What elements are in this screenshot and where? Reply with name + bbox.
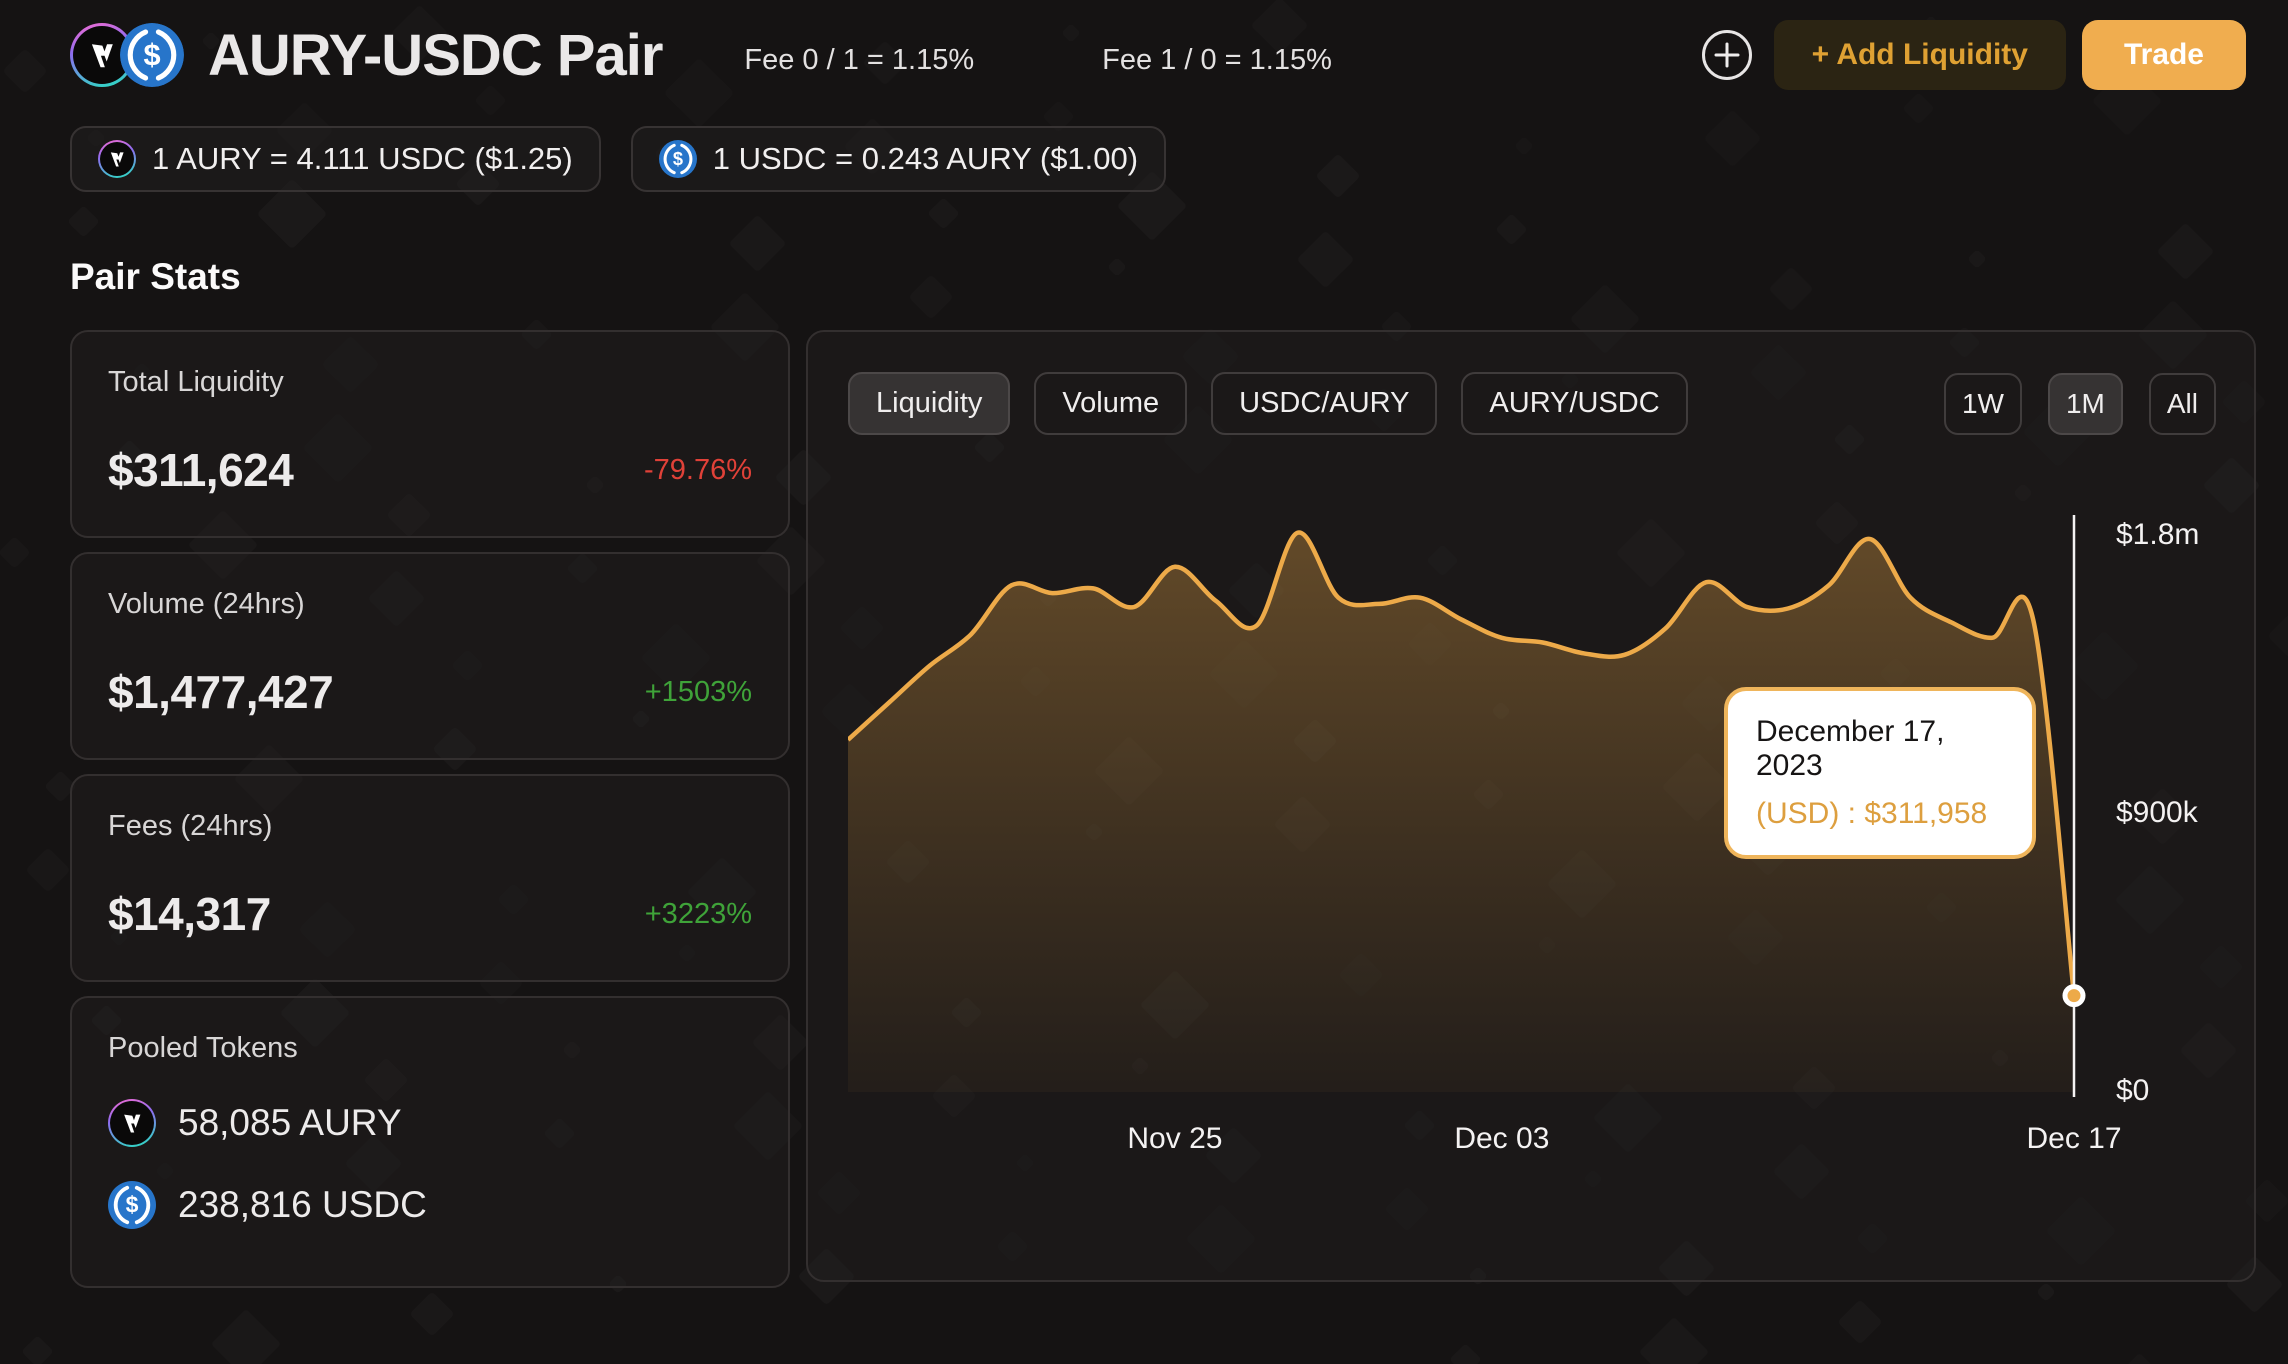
stat-label: Pooled Tokens: [108, 1032, 298, 1064]
chart-tabs: Liquidity Volume USDC/AURY AURY/USDC: [848, 372, 1688, 435]
rate-pill-usdc-aury[interactable]: $ 1 USDC = 0.243 AURY ($1.00): [630, 126, 1167, 192]
aury-v-glyph: [124, 1114, 141, 1133]
svg-text:$: $: [126, 1192, 139, 1218]
plus-icon: [1714, 42, 1740, 68]
tab-volume[interactable]: Volume: [1034, 372, 1188, 435]
rate-text: 1 USDC = 0.243 AURY ($1.00): [712, 141, 1139, 176]
total-liquidity-card: Total Liquidity $311,624 -79.76%: [70, 330, 790, 538]
tooltip-date: December 17, 2023: [1756, 715, 1945, 782]
rate-text: 1 AURY = 4.111 USDC ($1.25): [152, 141, 573, 176]
diamond-shape: [21, 1335, 54, 1364]
tab-usdc-aury[interactable]: USDC/AURY: [1211, 372, 1438, 435]
pooled-row-usdc: $ 238,816 USDC: [108, 1181, 752, 1229]
liquidity-line: [846, 530, 2077, 996]
add-liquidity-button[interactable]: + Add Liquidity: [1773, 20, 2066, 90]
chart-tooltip: December 17, 2023 (USD) : $311,958: [1724, 687, 2036, 859]
plus-button[interactable]: [1701, 30, 1752, 80]
stat-label: Fees (24hrs): [108, 810, 273, 842]
stat-value: $14,317: [108, 888, 271, 940]
header: $ AURY-USDC Pair Fee 0 / 1 = 1.15% Fee 1…: [0, 0, 2288, 90]
range-buttons: 1W 1M All: [1943, 372, 2216, 435]
stat-change: +3223%: [644, 897, 752, 930]
x-axis-labels: Nov 25 Dec 03 Dec 17: [848, 1122, 2121, 1162]
fees-card: Fees (24hrs) $14,317 +3223%: [70, 774, 790, 982]
stat-label: Volume (24hrs): [108, 588, 305, 620]
aury-token-icon: [98, 140, 136, 178]
y-tick-label: $1.8m: [2116, 517, 2200, 551]
tooltip-value: (USD) : $311,958: [1756, 797, 1988, 830]
pair-token-icons: $: [70, 23, 184, 87]
y-axis-labels: $1.8m $900k $0: [2116, 332, 2256, 1280]
pair-page: $ AURY-USDC Pair Fee 0 / 1 = 1.15% Fee 1…: [0, 0, 2288, 1288]
trade-button[interactable]: Trade: [2081, 20, 2246, 90]
usdc-token-icon: $: [658, 140, 697, 178]
stat-value: $1,477,427: [108, 666, 334, 718]
fee-labels: Fee 0 / 1 = 1.15% Fee 1 / 0 = 1.15%: [744, 34, 1331, 77]
pooled-row-aury: 58,085 AURY: [108, 1099, 752, 1147]
x-tick-label: Dec 17: [2026, 1122, 2122, 1155]
liquidity-chart[interactable]: [846, 505, 2088, 1105]
diamond-shape: [2111, 1353, 2169, 1364]
chart-toolbar: Liquidity Volume USDC/AURY AURY/USDC 1W …: [808, 332, 2254, 435]
pooled-amount: 58,085 AURY: [178, 1102, 402, 1143]
stat-change: -79.76%: [643, 453, 752, 486]
usdc-token-icon: $: [120, 23, 184, 87]
area-fill: [848, 532, 2074, 1092]
aury-v-glyph: [110, 152, 124, 167]
range-all-button[interactable]: All: [2148, 372, 2216, 435]
page-title: AURY-USDC Pair: [208, 22, 663, 88]
chart-card: Liquidity Volume USDC/AURY AURY/USDC 1W …: [806, 330, 2256, 1282]
rate-pill-aury-usdc[interactable]: 1 AURY = 4.111 USDC ($1.25): [70, 126, 601, 192]
svg-text:$: $: [673, 148, 683, 169]
diamond-shape: [409, 1291, 454, 1336]
tab-aury-usdc[interactable]: AURY/USDC: [1461, 372, 1688, 435]
tab-liquidity[interactable]: Liquidity: [848, 372, 1011, 435]
aury-token-icon: [108, 1099, 156, 1147]
svg-text:$: $: [143, 37, 160, 72]
liquidity-area-chart: [846, 515, 2086, 1097]
usdc-token-icon: $: [108, 1181, 156, 1229]
aury-v-glyph: [91, 44, 113, 68]
stat-label: Total Liquidity: [108, 366, 284, 398]
volume-card: Volume (24hrs) $1,477,427 +1503%: [70, 552, 790, 760]
diamond-shape: [1639, 1317, 1710, 1364]
range-1w-button[interactable]: 1W: [1943, 372, 2022, 435]
stat-value: $311,624: [108, 444, 294, 496]
x-tick-label: Nov 25: [1127, 1122, 1223, 1155]
fee-0-1-label: Fee 0 / 1 = 1.15%: [744, 43, 975, 76]
stat-change: +1503%: [644, 675, 752, 708]
highlight-dot: [2062, 984, 2086, 1008]
diamond-shape: [1837, 1299, 1882, 1344]
y-tick-label: $0: [2116, 1074, 2150, 1107]
pooled-amount: 238,816 USDC: [178, 1184, 427, 1225]
x-tick-label: Dec 03: [1454, 1122, 1550, 1155]
fee-1-0-label: Fee 1 / 0 = 1.15%: [1102, 43, 1332, 76]
pair-stats-section: Total Liquidity $311,624 -79.76% Volume …: [0, 330, 2288, 1288]
range-1m-button[interactable]: 1M: [2047, 372, 2123, 435]
y-tick-label: $900k: [2116, 795, 2198, 829]
rate-pills: 1 AURY = 4.111 USDC ($1.25) $ 1 USDC = 0…: [0, 90, 2288, 192]
section-title: Pair Stats: [70, 256, 241, 297]
pooled-tokens-card: Pooled Tokens 58,085 AURY: [70, 996, 790, 1288]
diamond-shape: [211, 1309, 282, 1364]
diamond-shape: [1449, 1343, 1482, 1364]
stats-column: Total Liquidity $311,624 -79.76% Volume …: [70, 330, 790, 1288]
